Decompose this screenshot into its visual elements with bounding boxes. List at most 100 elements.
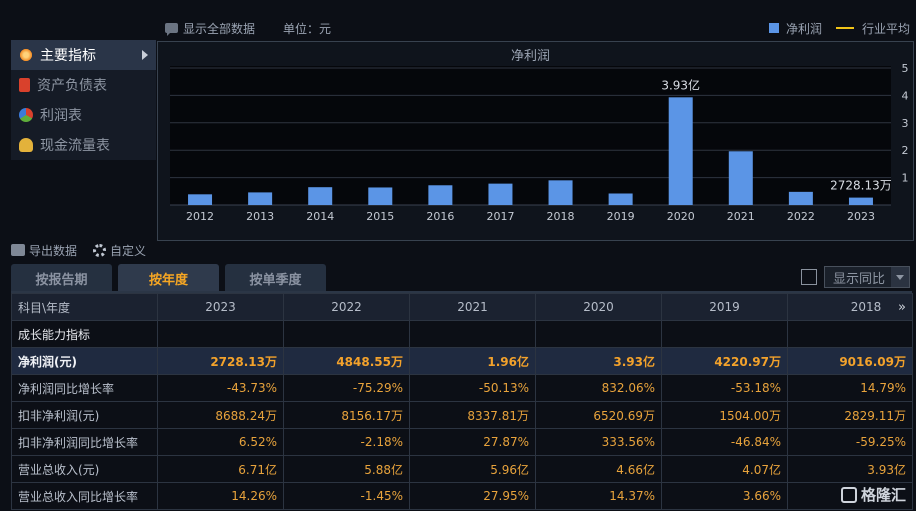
header-year-last: 2018 » xyxy=(787,293,913,321)
row-label: 净利润(元) xyxy=(11,347,158,375)
table-row[interactable]: 营业总收入(元) 6.71亿 5.88亿 5.96亿 4.66亿 4.07亿 3… xyxy=(11,455,913,483)
table-row[interactable]: 净利润(元) 2728.13万 4848.55万 1.96亿 3.93亿 422… xyxy=(11,347,913,375)
table-cell: 8156.17万 xyxy=(283,401,410,429)
sidebar-item-balance-sheet[interactable]: 资产负债表 xyxy=(11,70,156,100)
bar-2014 xyxy=(308,187,333,205)
table-cell: -50.13% xyxy=(409,374,536,402)
table-cell: -46.84% xyxy=(661,428,788,456)
table-cell: 6.71亿 xyxy=(157,455,284,483)
table-row[interactable]: 营业总收入同比增长率 14.26% -1.45% 27.95% 14.37% 3… xyxy=(11,482,913,510)
legend-net-profit-label[interactable]: 净利润 xyxy=(785,21,822,36)
yoy-control: 显示同比 xyxy=(801,266,910,288)
empty-cell xyxy=(409,320,536,348)
export-data-button[interactable]: 导出数据 xyxy=(29,243,78,258)
tab-by-year[interactable]: 按年度 xyxy=(118,264,219,292)
pie-chart-icon xyxy=(19,108,33,122)
legend-industry-avg-label[interactable]: 行业平均 xyxy=(861,21,910,36)
header-first: 科目\年度 xyxy=(11,293,158,321)
table-cell: 5.96亿 xyxy=(409,455,536,483)
table-row[interactable]: 净利润同比增长率 -43.73% -75.29% -50.13% 832.06%… xyxy=(11,374,913,402)
bar-2021 xyxy=(728,151,753,205)
chevron-down-icon xyxy=(891,267,909,287)
data-label: 3.93亿 xyxy=(661,77,700,92)
document-icon xyxy=(19,78,30,92)
table-cell: 8688.24万 xyxy=(157,401,284,429)
customize-button[interactable]: 自定义 xyxy=(110,243,147,258)
empty-cell xyxy=(535,320,662,348)
table-cell: 3.66% xyxy=(661,482,788,510)
sidebar-item-income-statement[interactable]: 利润表 xyxy=(11,100,156,130)
bar-2020 xyxy=(668,97,693,205)
yoy-select[interactable]: 显示同比 xyxy=(824,266,910,288)
bar-2019 xyxy=(608,193,633,205)
section-row: 成长能力指标 xyxy=(11,320,913,348)
bar-2015 xyxy=(368,187,393,205)
y-tick-label: 5 xyxy=(902,62,909,75)
data-label: 2728.13万 xyxy=(830,179,892,193)
table-cell: 3.93亿 xyxy=(535,347,662,375)
yoy-select-label: 显示同比 xyxy=(833,271,886,287)
table-cell: 9016.09万 xyxy=(787,347,913,375)
empty-cell xyxy=(283,320,410,348)
comment-icon xyxy=(165,23,178,36)
table-cell: 6.52% xyxy=(157,428,284,456)
chart-legend: 净利润 行业平均 xyxy=(768,18,910,38)
x-tick-label: 2021 xyxy=(727,210,755,223)
watermark-text: 格隆汇 xyxy=(860,486,906,504)
empty-cell xyxy=(661,320,788,348)
show-all-data-link[interactable]: 显示全部数据 xyxy=(183,21,256,36)
row-label: 净利润同比增长率 xyxy=(11,374,158,402)
tab-by-report-period[interactable]: 按报告期 xyxy=(11,264,112,292)
table-row[interactable]: 扣非净利润同比增长率 6.52% -2.18% 27.87% 333.56% -… xyxy=(11,428,913,456)
net-profit-chart-svg: 净利润 1 2 3 4 5 2012 2013 2014 2015 2016 2017 2018 2019… xyxy=(170,49,909,223)
table-cell: 2829.11万 xyxy=(787,401,913,429)
table-header-row: 科目\年度 2023 2022 2021 2020 2019 2018 » xyxy=(11,293,913,321)
header-year: 2022 xyxy=(283,293,410,321)
table-cell: 333.56% xyxy=(535,428,662,456)
table-cell: 3.93亿 xyxy=(787,455,913,483)
table-cell: -1.45% xyxy=(283,482,410,510)
table-cell: -53.18% xyxy=(661,374,788,402)
bar-2017 xyxy=(488,183,513,205)
sidebar-item-cash-flow[interactable]: 现金流量表 xyxy=(11,130,156,160)
bar-2012 xyxy=(188,194,213,205)
watermark: 格隆汇 xyxy=(840,484,906,505)
yoy-checkbox[interactable] xyxy=(801,269,817,285)
bar-2016 xyxy=(428,185,453,205)
unit-label: 单位：元 xyxy=(283,21,332,36)
table-cell: 4848.55万 xyxy=(283,347,410,375)
bar-2013 xyxy=(248,192,273,205)
x-tick-label: 2018 xyxy=(547,210,575,223)
gear-icon xyxy=(93,243,107,257)
sidebar-menu: 主要指标 资产负债表 利润表 现金流量表 xyxy=(11,40,156,160)
more-columns-icon[interactable]: » xyxy=(898,299,906,315)
net-profit-chart: 净利润 1 2 3 4 5 2012 2013 2014 2015 2016 2017 2018 2019… xyxy=(157,41,914,241)
table-cell: 14.26% xyxy=(157,482,284,510)
legend-net-profit-swatch xyxy=(768,23,779,33)
row-label: 营业总收入同比增长率 xyxy=(11,482,158,510)
bar-2018 xyxy=(548,180,573,205)
table-cell: 6520.69万 xyxy=(535,401,662,429)
financial-table: 科目\年度 2023 2022 2021 2020 2019 2018 » 成长… xyxy=(11,293,913,510)
table-cell: 1.96亿 xyxy=(409,347,536,375)
table-cell: -43.73% xyxy=(157,374,284,402)
table-cell: 1504.00万 xyxy=(661,401,788,429)
header-year: 2021 xyxy=(409,293,536,321)
table-toolbar: 导出数据 自定义 xyxy=(11,239,146,261)
gelonghui-logo-icon xyxy=(840,486,857,503)
table-cell: -2.18% xyxy=(283,428,410,456)
table-cell: -59.25% xyxy=(787,428,913,456)
sidebar-item-main-indicators[interactable]: 主要指标 xyxy=(11,40,156,70)
table-cell: 4.66亿 xyxy=(535,455,662,483)
table-cell: 2728.13万 xyxy=(157,347,284,375)
table-cell: 14.37% xyxy=(535,482,662,510)
x-tick-label: 2022 xyxy=(787,210,815,223)
plot-area xyxy=(170,66,891,205)
tab-by-quarter[interactable]: 按单季度 xyxy=(225,264,326,292)
sidebar-item-label: 资产负债表 xyxy=(37,78,107,94)
period-tabs: 按报告期 按年度 按单季度 xyxy=(11,264,332,292)
table-cell: 4.07亿 xyxy=(661,455,788,483)
sidebar-item-label: 主要指标 xyxy=(40,48,96,64)
table-row[interactable]: 扣非净利润(元) 8688.24万 8156.17万 8337.81万 6520… xyxy=(11,401,913,429)
x-tick-label: 2023 xyxy=(847,210,875,223)
